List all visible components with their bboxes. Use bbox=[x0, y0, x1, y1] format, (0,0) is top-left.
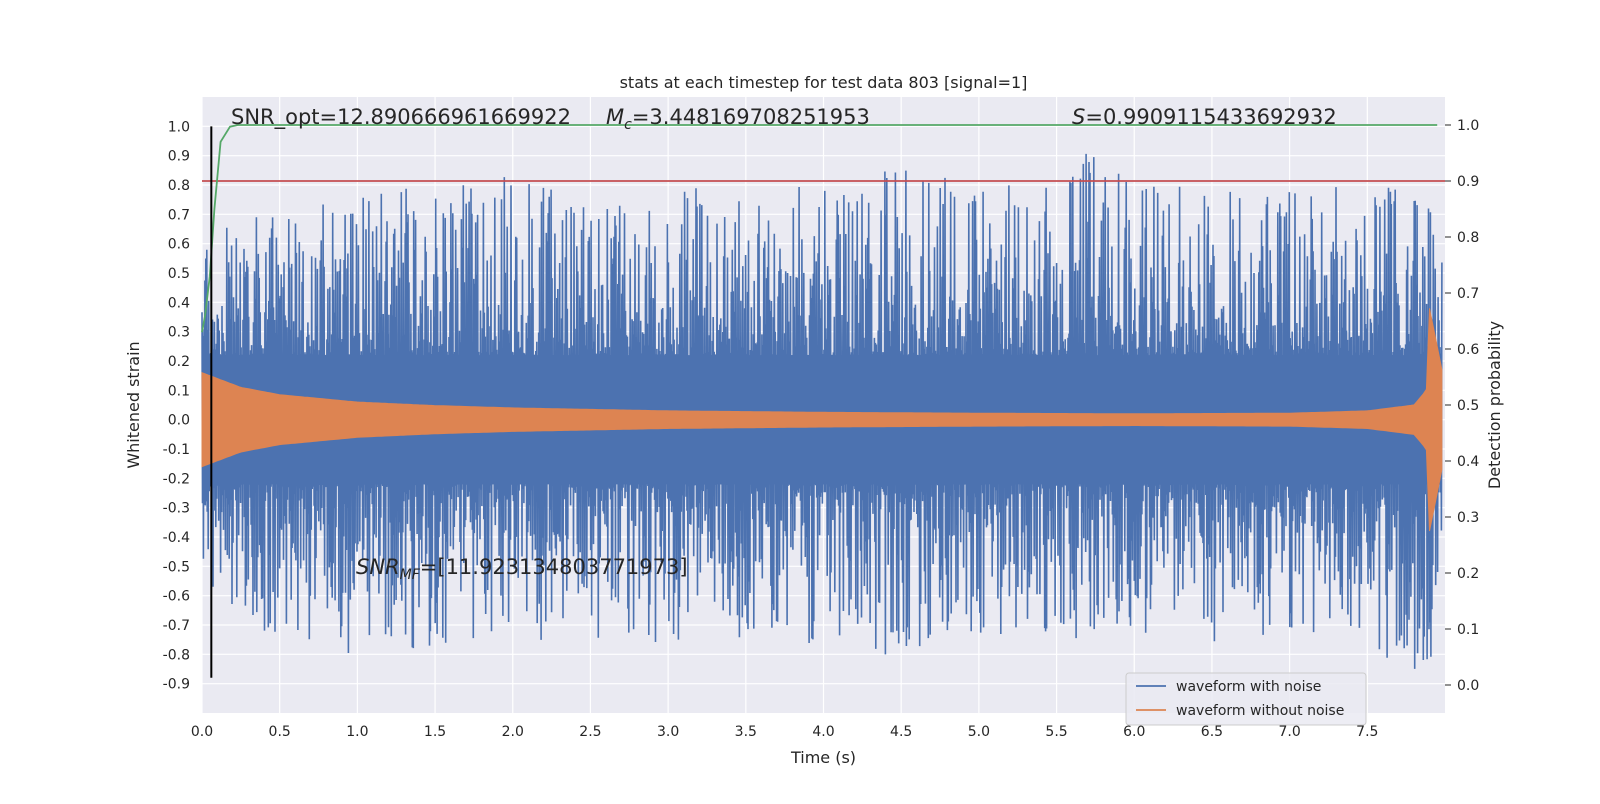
y-tick-label: 0.1 bbox=[168, 383, 190, 399]
y2-tick-label: 0.9 bbox=[1457, 174, 1479, 190]
y2-tick-label: 0.0 bbox=[1457, 678, 1479, 694]
y2-tick-label: 0.4 bbox=[1457, 454, 1479, 470]
mc-symbol: M bbox=[606, 105, 624, 129]
x-axis-label: Time (s) bbox=[790, 748, 856, 767]
waveform-without-noise-line bbox=[201, 308, 1443, 532]
y2-tick-label: 0.8 bbox=[1457, 230, 1479, 246]
y-tick-label: 1.0 bbox=[168, 119, 190, 135]
y2-tick-label: 0.1 bbox=[1457, 622, 1479, 638]
y-tick-label: 0.6 bbox=[168, 237, 190, 253]
y-tick-label: 0.9 bbox=[168, 149, 190, 165]
x-tick-label: 5.5 bbox=[1045, 724, 1067, 740]
y-tick-label: -0.6 bbox=[163, 589, 190, 605]
x-tick-label: 3.5 bbox=[735, 724, 757, 740]
y-tick-label: 0.3 bbox=[168, 325, 190, 341]
legend-box bbox=[1125, 672, 1367, 726]
legend-label-noise: waveform with noise bbox=[1176, 679, 1321, 695]
y-axis-label: Whitened strain bbox=[124, 341, 143, 468]
x-tick-label: 7.0 bbox=[1278, 724, 1300, 740]
x-tick-label: 5.0 bbox=[968, 724, 990, 740]
overlay-lines bbox=[201, 124, 1445, 678]
x-tick-label: 4.5 bbox=[890, 724, 912, 740]
y-tick-label: -0.7 bbox=[163, 618, 190, 634]
y-tick-label: 0.5 bbox=[168, 266, 190, 282]
y-tick-label: -0.8 bbox=[163, 647, 190, 663]
y-tick-label: -0.5 bbox=[163, 559, 190, 575]
y-tick-label: -0.2 bbox=[163, 471, 190, 487]
mc-subscript: c bbox=[624, 117, 632, 133]
y2-tick-label: 0.5 bbox=[1457, 398, 1479, 414]
y2-tick-label: 0.6 bbox=[1457, 342, 1479, 358]
snr-mf-symbol: SNR bbox=[356, 555, 400, 579]
x-tick-label: 6.5 bbox=[1201, 724, 1223, 740]
annotation-s: S=0.9909115433692932 bbox=[1072, 105, 1337, 129]
x-tick-label: 2.0 bbox=[502, 724, 524, 740]
y-tick-label: -0.4 bbox=[163, 530, 190, 546]
x-tick-label: 1.5 bbox=[424, 724, 446, 740]
snr-mf-subscript: MF bbox=[400, 567, 421, 583]
x-tick-label: 0.5 bbox=[269, 724, 291, 740]
y-tick-label: -0.3 bbox=[163, 501, 190, 517]
chart-title: stats at each timestep for test data 803… bbox=[620, 73, 1028, 92]
y-tick-label: -0.1 bbox=[163, 442, 190, 458]
annotation-snr-opt: SNR_opt=12.890666961669922 bbox=[231, 105, 571, 130]
annotation-chirp-mass: Mc=3.448169708251953 bbox=[606, 105, 870, 133]
legend-label-clean: waveform without noise bbox=[1176, 703, 1344, 719]
snr-mf-value: =[11.923134803771973] bbox=[420, 555, 688, 579]
y-tick-label: 0.8 bbox=[168, 178, 190, 194]
y-tick-label: 0.7 bbox=[168, 207, 190, 223]
y-tick-label: 0.2 bbox=[168, 354, 190, 370]
x-tick-label: 2.5 bbox=[579, 724, 601, 740]
y-tick-label: -0.9 bbox=[163, 677, 190, 693]
annotation-snr-mf: SNRMF=[11.923134803771973] bbox=[356, 555, 688, 583]
s-symbol: S bbox=[1072, 105, 1085, 129]
legend: waveform with noise waveform without noi… bbox=[1125, 672, 1367, 726]
x-tick-label: 7.5 bbox=[1356, 724, 1378, 740]
x-tick-label: 0.0 bbox=[191, 724, 213, 740]
y2-tick-label: 0.2 bbox=[1457, 566, 1479, 582]
x-tick-label: 3.0 bbox=[657, 724, 679, 740]
x-tick-label: 4.0 bbox=[812, 724, 834, 740]
x-tick-label: 1.0 bbox=[346, 724, 368, 740]
y-tick-label: 0.0 bbox=[168, 413, 190, 429]
y2-tick-label: 0.7 bbox=[1457, 286, 1479, 302]
y-tick-label: 0.4 bbox=[168, 295, 190, 311]
mc-value: =3.448169708251953 bbox=[632, 105, 870, 129]
s-value: =0.9909115433692932 bbox=[1085, 105, 1336, 129]
y2-tick-label: 0.3 bbox=[1457, 510, 1479, 526]
x-tick-label: 6.0 bbox=[1123, 724, 1145, 740]
series-waveform-without-noise bbox=[201, 308, 1443, 532]
ticks: 0.0 0.5 1.0 1.5 2.0 2.5 3.0 3.5 4.0 4.5 5.0 5.5 6.0 6… bbox=[163, 118, 1480, 740]
y2-axis-label: Detection probability bbox=[1485, 321, 1504, 489]
y2-tick-label: 1.0 bbox=[1457, 118, 1479, 134]
